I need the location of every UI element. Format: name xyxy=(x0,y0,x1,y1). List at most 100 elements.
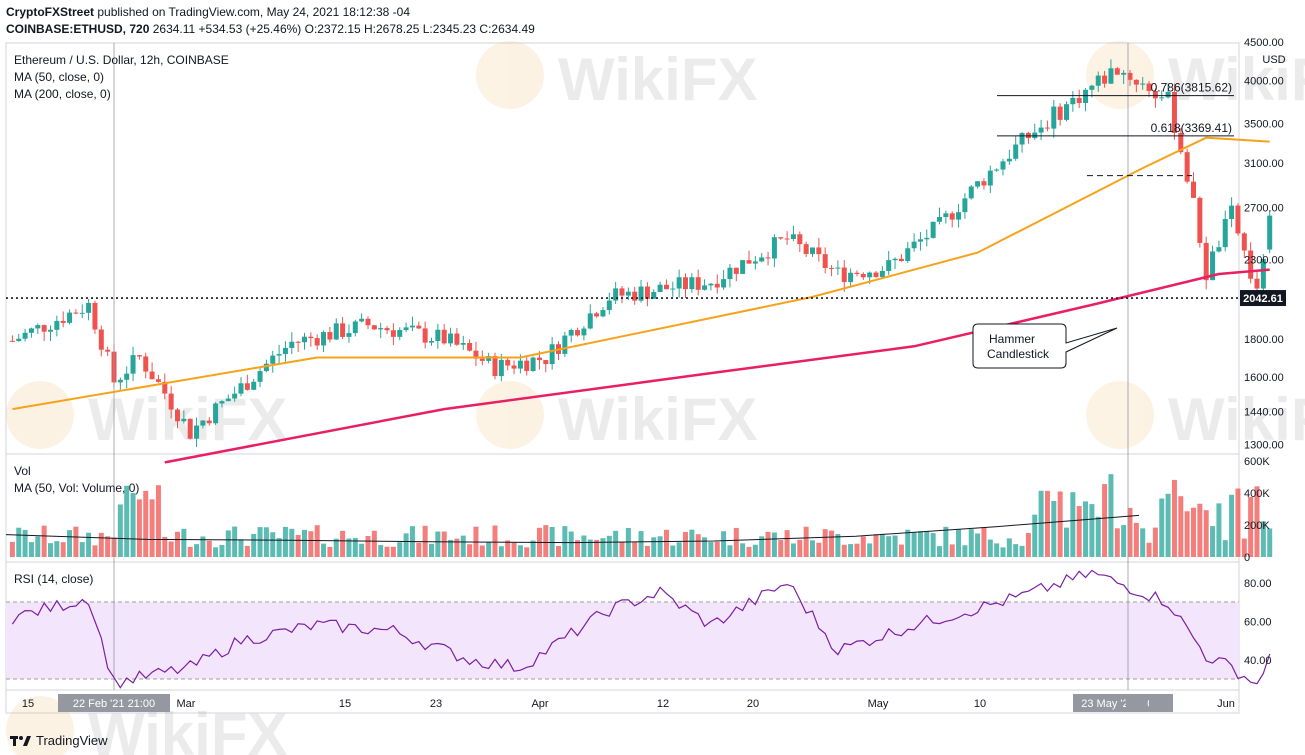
currency-label: USD xyxy=(1262,54,1285,66)
candle-body xyxy=(1044,127,1050,129)
volume-bar xyxy=(956,529,962,557)
volume-bar xyxy=(797,539,803,557)
volume-bar xyxy=(746,546,752,557)
annotation-callout[interactable] xyxy=(972,323,1118,369)
candle-body xyxy=(765,257,771,259)
candle-body xyxy=(187,418,193,439)
candle-body xyxy=(378,328,384,330)
volume-bar xyxy=(1203,510,1209,557)
candle-body xyxy=(244,383,250,390)
candle-body xyxy=(835,267,841,269)
candle-body xyxy=(1184,152,1190,182)
volume-tick: 200K xyxy=(1244,520,1270,532)
volume-bar xyxy=(117,504,123,557)
volume-bar xyxy=(257,527,263,557)
candle-body xyxy=(92,302,98,330)
candle-body xyxy=(206,420,212,424)
volume-bar xyxy=(708,542,714,557)
candle-body xyxy=(644,286,650,299)
volume-axis: 0 200K 400K 600K xyxy=(1244,456,1270,564)
volume-bar xyxy=(384,546,390,557)
volume-bar xyxy=(187,546,193,557)
volume-bar xyxy=(333,538,339,557)
volume-bar xyxy=(219,544,225,557)
volume-tick: 600K xyxy=(1244,456,1270,468)
symbol-label: COINBASE:ETHUSD, 720 xyxy=(6,22,150,36)
volume-bar xyxy=(213,547,219,557)
price-axis[interactable]: 1300.00 1440.00 1600.00 1800.00 2042.61 2300.… xyxy=(1240,37,1286,451)
volume-bar xyxy=(60,542,66,557)
footer[interactable]: TradingView xyxy=(10,733,108,748)
rsi-axis: 40.00 60.00 80.00 xyxy=(1244,578,1272,667)
volume-bar xyxy=(1165,493,1171,557)
volume-bar xyxy=(765,531,771,557)
candle-body xyxy=(1089,85,1095,90)
volume-bar xyxy=(562,526,568,557)
price-tick: 1440.00 xyxy=(1244,406,1284,418)
candle-body xyxy=(60,320,66,323)
time-tick: Jun xyxy=(1217,698,1235,710)
candle-body xyxy=(175,409,180,422)
candle-body xyxy=(225,398,231,402)
volume-bar xyxy=(987,539,993,557)
volume-bar xyxy=(657,536,663,557)
candle-body xyxy=(587,313,593,329)
candle-body xyxy=(371,325,377,330)
candle-body xyxy=(1108,68,1114,84)
candle-body xyxy=(905,248,911,262)
candle-body xyxy=(1127,72,1133,80)
candle-body xyxy=(1121,72,1127,75)
volume-bar xyxy=(854,543,860,557)
main-pane-title: Ethereum / U.S. Dollar, 12h, COINBASE xyxy=(14,53,229,67)
ma200-legend[interactable]: MA (200, close, 0) xyxy=(14,87,111,101)
candle-body xyxy=(282,347,288,355)
candle-body xyxy=(289,341,295,348)
candle-body xyxy=(1222,219,1228,248)
volume-bar xyxy=(22,529,28,557)
ma50-legend[interactable]: MA (50, close, 0) xyxy=(14,70,104,84)
candle-body xyxy=(1191,181,1196,198)
volume-bar xyxy=(1095,516,1101,557)
candle-body xyxy=(251,381,257,390)
candle-body xyxy=(917,239,923,242)
candle-body xyxy=(911,241,917,249)
price-tick: 3100.00 xyxy=(1244,158,1284,170)
candle-body xyxy=(975,181,981,187)
rsi-pane-title[interactable]: RSI (14, close) xyxy=(14,572,93,586)
volume-bar xyxy=(549,526,555,557)
volume-bar xyxy=(143,490,149,557)
candle-body xyxy=(873,272,879,277)
candle-body xyxy=(1006,158,1012,162)
volume-bar xyxy=(632,542,638,557)
volume-bar xyxy=(79,542,85,557)
volume-bar xyxy=(714,541,720,557)
candle-body xyxy=(270,355,276,364)
volume-bar xyxy=(1254,486,1260,557)
candle-body xyxy=(1235,205,1241,234)
volume-bar xyxy=(1191,507,1196,557)
volume-bar xyxy=(35,536,41,557)
candle-body xyxy=(1032,132,1038,139)
time-tick: 15 xyxy=(339,698,351,710)
time-axis[interactable]: 15 22 Feb '21 21:00 Mar 15 23 Apr 12 20 May 10 23 … xyxy=(22,694,1235,712)
publisher-name[interactable]: CryptoFXStreet xyxy=(6,5,95,19)
volume-bar xyxy=(1019,545,1025,557)
candle-body xyxy=(790,234,796,240)
volume-bar xyxy=(454,538,460,557)
volume-bar xyxy=(416,542,422,557)
fib-0786-label: 0.786(3815.62) xyxy=(1151,81,1232,95)
volume-ma-legend[interactable]: MA (50, Vol: Volume, 0) xyxy=(14,481,139,495)
candle-body xyxy=(549,344,555,365)
candle-body xyxy=(1083,89,1089,104)
volume-bar xyxy=(879,533,885,557)
volume-bar xyxy=(486,541,492,557)
candle-body xyxy=(651,292,657,299)
volume-bar xyxy=(733,527,739,557)
volume-bar xyxy=(1248,497,1254,557)
volume-bar xyxy=(695,534,701,557)
volume-bar xyxy=(54,541,60,557)
volume-bar xyxy=(759,536,765,557)
volume-bar xyxy=(1235,488,1241,557)
volume-bar xyxy=(346,538,352,557)
